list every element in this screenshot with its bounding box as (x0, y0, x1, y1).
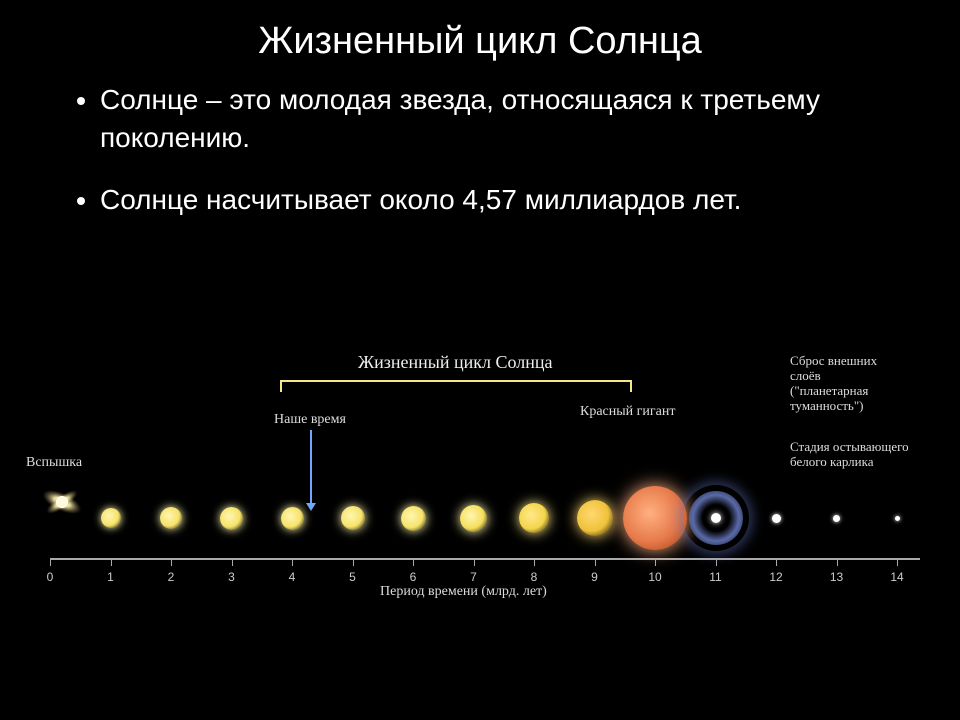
flash-icon (38, 480, 86, 524)
sun-stage (519, 503, 549, 533)
bullet-item: Солнце – это молодая звезда, относящаяся… (100, 81, 920, 157)
tick-label: 10 (648, 570, 661, 584)
label-flash: Вспышка (26, 455, 82, 471)
tick-label: 11 (709, 570, 721, 584)
tick-label: 3 (228, 570, 235, 584)
sun-stage (281, 507, 304, 530)
lifecycle-diagram: Жизненный цикл Солнца Вспышка Наше время Кр… (20, 350, 940, 660)
label-now: Наше время (274, 412, 346, 428)
tick-label: 2 (168, 570, 175, 584)
tick (413, 558, 414, 566)
now-arrow-head (306, 503, 316, 511)
tick (897, 558, 898, 566)
slide-title: Жизненный цикл Солнца (40, 20, 920, 63)
bullet-item: Солнце насчитывает около 4,57 миллиардов… (100, 181, 920, 219)
tick-label: 1 (107, 570, 114, 584)
timeline-axis (50, 558, 920, 560)
tick-label: 5 (349, 570, 356, 584)
tick-label: 14 (890, 570, 903, 584)
label-red_giant: Красный гигант (580, 404, 675, 420)
tick (595, 558, 596, 566)
tick-label: 6 (410, 570, 417, 584)
tick (837, 558, 838, 566)
sun-stage (101, 508, 121, 528)
white-dwarf (772, 514, 781, 523)
tick (111, 558, 112, 566)
tick (776, 558, 777, 566)
tick (655, 558, 656, 566)
tick-label: 4 (289, 570, 296, 584)
tick (232, 558, 233, 566)
sun-stage (577, 500, 613, 536)
tick-label: 7 (470, 570, 477, 584)
tick-label: 13 (830, 570, 843, 584)
label-shed: Сброс внешних слоёв ("планетарная туманн… (790, 354, 877, 414)
lifecycle-bracket (280, 380, 632, 392)
tick (50, 558, 51, 566)
tick (171, 558, 172, 566)
sun-stage (460, 505, 487, 532)
tick (292, 558, 293, 566)
tick-label: 12 (769, 570, 782, 584)
tick (353, 558, 354, 566)
slide: Жизненный цикл Солнца Солнце – это молод… (0, 0, 960, 720)
red-giant (623, 486, 687, 550)
tick (534, 558, 535, 566)
nebula-core (711, 513, 721, 523)
now-arrow (310, 430, 312, 505)
tick-label: 9 (591, 570, 598, 584)
sun-stage (160, 507, 182, 529)
sun-stage (220, 507, 243, 530)
diagram-title: Жизненный цикл Солнца (358, 352, 552, 373)
tick-label: 8 (531, 570, 538, 584)
sun-stage (341, 506, 365, 530)
label-white_dwarf: Стадия остывающего белого карлика (790, 440, 909, 470)
axis-label: Период времени (млрд. лет) (380, 584, 547, 600)
white-dwarf (895, 516, 900, 521)
bullet-list: Солнце – это молодая звезда, относящаяся… (100, 81, 920, 218)
tick-label: 0 (47, 570, 54, 584)
tick (474, 558, 475, 566)
white-dwarf (833, 515, 840, 522)
tick (716, 558, 717, 566)
sun-stage (401, 506, 426, 531)
